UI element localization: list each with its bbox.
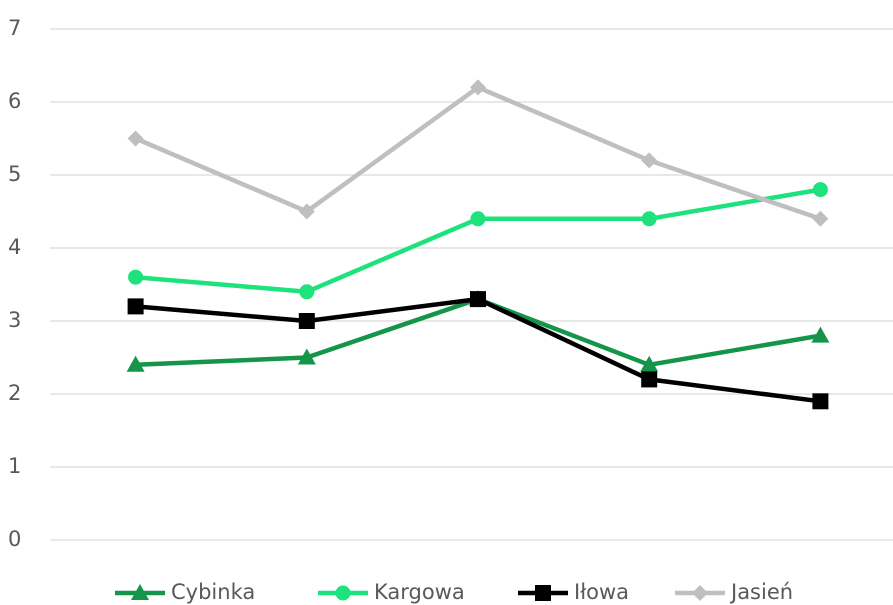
- data-point: [298, 203, 315, 220]
- series-line: [135, 187, 821, 295]
- y-tick-label: 2: [8, 381, 21, 405]
- data-point: [470, 79, 486, 96]
- data-point: [641, 371, 658, 388]
- data-point: [812, 182, 828, 198]
- series-line: [135, 296, 821, 368]
- data-point: [470, 291, 486, 308]
- series-line: [134, 85, 822, 221]
- y-tick-label: 5: [8, 162, 21, 186]
- legend-label: Jasień: [729, 580, 793, 604]
- data-point: [641, 152, 658, 169]
- data-point: [297, 348, 316, 365]
- legend-marker: [131, 584, 149, 600]
- data-point: [812, 210, 829, 227]
- legend-label: Cybinka: [171, 580, 255, 604]
- data-point: [126, 355, 145, 372]
- legend-marker: [535, 585, 551, 601]
- data-point: [811, 326, 830, 343]
- data-point: [127, 298, 144, 315]
- data-point: [640, 355, 659, 372]
- data-point: [470, 211, 486, 227]
- legend-label: Kargowa: [374, 580, 465, 604]
- y-tick-label: 4: [8, 235, 21, 259]
- legend-marker: [692, 585, 708, 601]
- data-point: [128, 269, 144, 285]
- data-point: [298, 313, 315, 329]
- y-tick-label: 6: [8, 89, 21, 113]
- data-point: [812, 393, 829, 410]
- y-tick-label: 3: [8, 308, 21, 332]
- legend-label: Iłowa: [574, 580, 629, 604]
- data-point: [641, 211, 657, 227]
- series-line: [135, 296, 821, 404]
- y-tick-label: 0: [8, 527, 21, 551]
- y-tick-label: 7: [8, 16, 21, 40]
- legend-marker: [335, 585, 351, 601]
- data-point: [299, 284, 315, 300]
- data-point: [127, 130, 144, 147]
- y-tick-label: 1: [8, 454, 21, 478]
